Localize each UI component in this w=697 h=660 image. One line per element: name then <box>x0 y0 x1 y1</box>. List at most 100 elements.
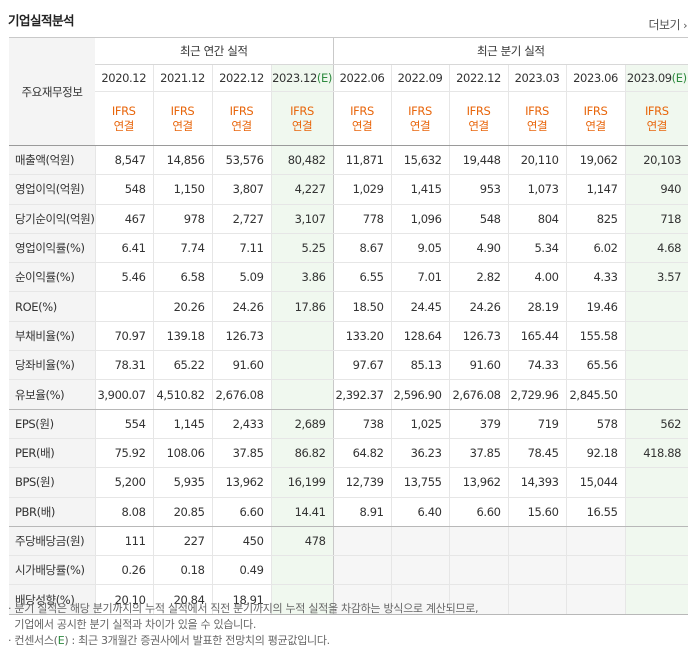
cell-value: 3,900.07 <box>94 379 153 410</box>
cell-value: 12,739 <box>332 467 392 498</box>
cell-value: 467 <box>94 204 153 234</box>
cell-value <box>507 526 567 557</box>
financial-table: 주요재무정보 최근 연간 실적 최근 분기 실적 2020.12 2021.12 2… <box>9 37 689 615</box>
period-header-4: 2022.06 <box>332 64 392 92</box>
cell-value: 2,676.08 <box>448 379 509 410</box>
cell-value <box>390 584 450 615</box>
cell-value: 978 <box>152 204 212 234</box>
annual-group-header: 최근 연간 실적 <box>95 37 334 65</box>
cell-value <box>270 584 334 615</box>
cell-value: 19,448 <box>448 145 509 176</box>
cell-value <box>565 584 626 615</box>
cell-value: 85.13 <box>390 350 450 381</box>
cell-value: 80,482 <box>270 145 334 176</box>
quarter-group-header: 최근 분기 실적 <box>332 37 689 65</box>
cell-value: 13,755 <box>390 467 450 498</box>
cell-value <box>565 555 626 586</box>
cell-value: 1,096 <box>390 204 450 234</box>
cell-value: 8,547 <box>94 145 153 176</box>
cell-value: 554 <box>94 409 153 439</box>
row-label: 시가배당률(%) <box>9 555 95 586</box>
cell-value: 418.88 <box>624 438 689 469</box>
cell-value: 2,596.90 <box>390 379 450 410</box>
cell-value: 5.25 <box>270 233 334 264</box>
cell-value: 8.08 <box>94 497 153 527</box>
cell-value: 5,935 <box>152 467 212 498</box>
ifrs-badge: IFRS 연결 <box>270 91 334 146</box>
cell-value: 2,689 <box>270 409 334 439</box>
cell-value <box>270 379 334 410</box>
cell-value: 3,807 <box>211 174 271 205</box>
period-header-8: 2023.06 <box>565 64 626 92</box>
cell-value: 6.60 <box>448 497 509 527</box>
table-row: BPS(원) 5,200 5,935 13,962 16,199 12,739 13,755… <box>9 467 689 498</box>
cell-value: 778 <box>332 204 392 234</box>
cell-value <box>390 526 450 557</box>
cell-value: 64.82 <box>332 438 392 469</box>
table-row: 배당성향(%) 20.10 20.84 18.91 <box>9 584 689 615</box>
section-title: 기업실적분석 <box>8 13 75 28</box>
cell-value: 126.73 <box>211 321 271 352</box>
cell-value: 953 <box>448 174 509 205</box>
cell-value: 18.91 <box>211 584 271 615</box>
cell-value: 37.85 <box>448 438 509 469</box>
cell-value: 478 <box>270 526 334 557</box>
row-label: PER(배) <box>9 438 95 469</box>
cell-value: 14.41 <box>270 497 334 527</box>
ifrs-badge: IFRS 연결 <box>448 91 509 146</box>
cell-value <box>94 291 153 322</box>
cell-value: 5.34 <box>507 233 567 264</box>
footnotes: · 분기 실적은 해당 분기까지의 누적 실적에서 직전 분기까지의 누적 실적… <box>8 601 479 649</box>
cell-value: 128.64 <box>390 321 450 352</box>
cell-value: 7.11 <box>211 233 271 264</box>
cell-value: 2,729.96 <box>507 379 567 410</box>
table-row: 유보율(%) 3,900.07 4,510.82 2,676.08 2,392.37 2,… <box>9 379 689 410</box>
cell-value: 14,393 <box>507 467 567 498</box>
row-label: ROE(%) <box>9 291 95 322</box>
cell-value <box>624 321 689 352</box>
more-link[interactable]: 더보기 › <box>648 16 687 33</box>
cell-value: 3.86 <box>270 262 334 293</box>
ifrs-badge: IFRS 연결 <box>211 91 271 146</box>
table-row: 주당배당금(원) 111 227 450 478 <box>9 526 689 557</box>
table-row: PBR(배) 8.08 20.85 6.60 14.41 8.91 6.40 6.60 15.6… <box>9 497 689 527</box>
cell-value: 3.57 <box>624 262 689 293</box>
table-row: 부채비율(%) 70.97 139.18 126.73 133.20 128.64 126.… <box>9 321 689 352</box>
cell-value: 13,962 <box>211 467 271 498</box>
cell-value: 6.41 <box>94 233 153 264</box>
cell-value <box>507 584 567 615</box>
cell-value: 2,392.37 <box>332 379 392 410</box>
table-row: PER(배) 75.92 108.06 37.85 86.82 64.82 36.23 37.… <box>9 438 689 469</box>
cell-value: 36.23 <box>390 438 450 469</box>
cell-value: 111 <box>94 526 153 557</box>
cell-value: 20.85 <box>152 497 212 527</box>
cell-value: 65.22 <box>152 350 212 381</box>
cell-value <box>390 555 450 586</box>
cell-value: 6.40 <box>390 497 450 527</box>
cell-value: 4.33 <box>565 262 626 293</box>
cell-value: 738 <box>332 409 392 439</box>
cell-value <box>624 379 689 410</box>
cell-value <box>332 584 392 615</box>
ifrs-badge: IFRS 연결 <box>332 91 392 146</box>
cell-value: 2,845.50 <box>565 379 626 410</box>
ifrs-badge: IFRS 연결 <box>624 91 689 146</box>
cell-value: 9.05 <box>390 233 450 264</box>
cell-value: 8.67 <box>332 233 392 264</box>
cell-value: 6.60 <box>211 497 271 527</box>
cell-value <box>624 497 689 527</box>
table-row: 당좌비율(%) 78.31 65.22 91.60 97.67 85.13 91.60 74.… <box>9 350 689 381</box>
row-label: 당기순이익(억원) <box>9 204 95 234</box>
cell-value: 1,029 <box>332 174 392 205</box>
cell-value: 1,147 <box>565 174 626 205</box>
cell-value: 4,510.82 <box>152 379 212 410</box>
cell-value: 16,199 <box>270 467 334 498</box>
cell-value: 155.58 <box>565 321 626 352</box>
cell-value: 20.84 <box>152 584 212 615</box>
cell-value <box>507 555 567 586</box>
cell-value: 7.74 <box>152 233 212 264</box>
footnote-2: · 컨센서스(E) : 최근 3개월간 증권사에서 발표한 전망치의 평균값입니… <box>8 634 330 647</box>
cell-value: 20,103 <box>624 145 689 176</box>
cell-value: 18.50 <box>332 291 392 322</box>
